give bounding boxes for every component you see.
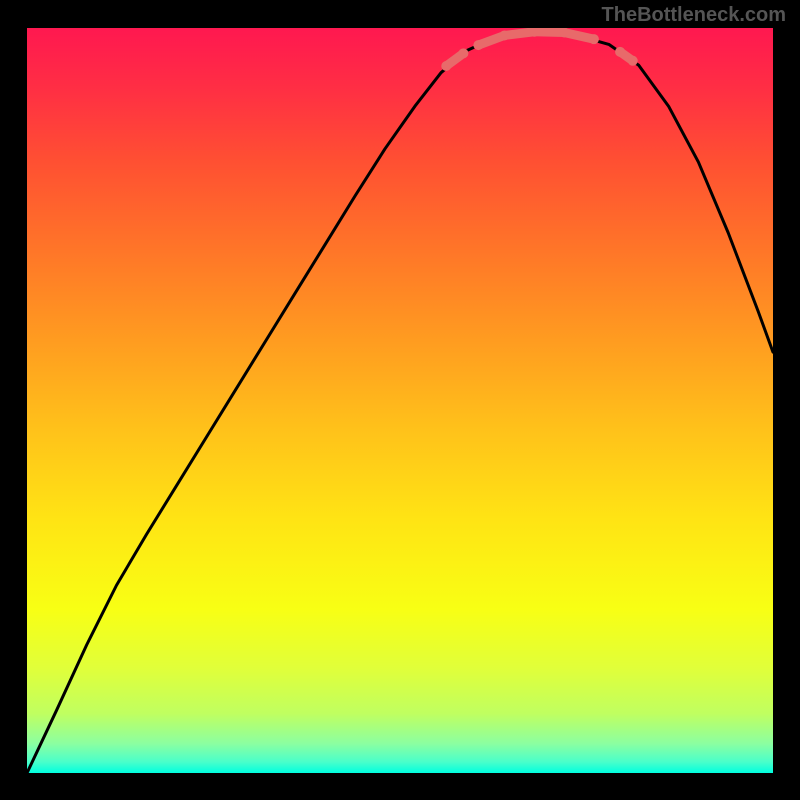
marker-dot [458, 48, 468, 58]
marker-dot [628, 56, 638, 66]
watermark-text: TheBottleneck.com [602, 4, 786, 27]
marker-dot [473, 40, 483, 50]
marker-dot [615, 47, 625, 57]
bottleneck-curve [27, 32, 773, 773]
marker-dot [589, 34, 599, 44]
marker-dot [441, 61, 451, 71]
curve-layer [27, 28, 773, 773]
marker-dot [499, 30, 509, 40]
plot-area [27, 28, 773, 773]
chart-container: TheBottleneck.com [0, 0, 800, 800]
